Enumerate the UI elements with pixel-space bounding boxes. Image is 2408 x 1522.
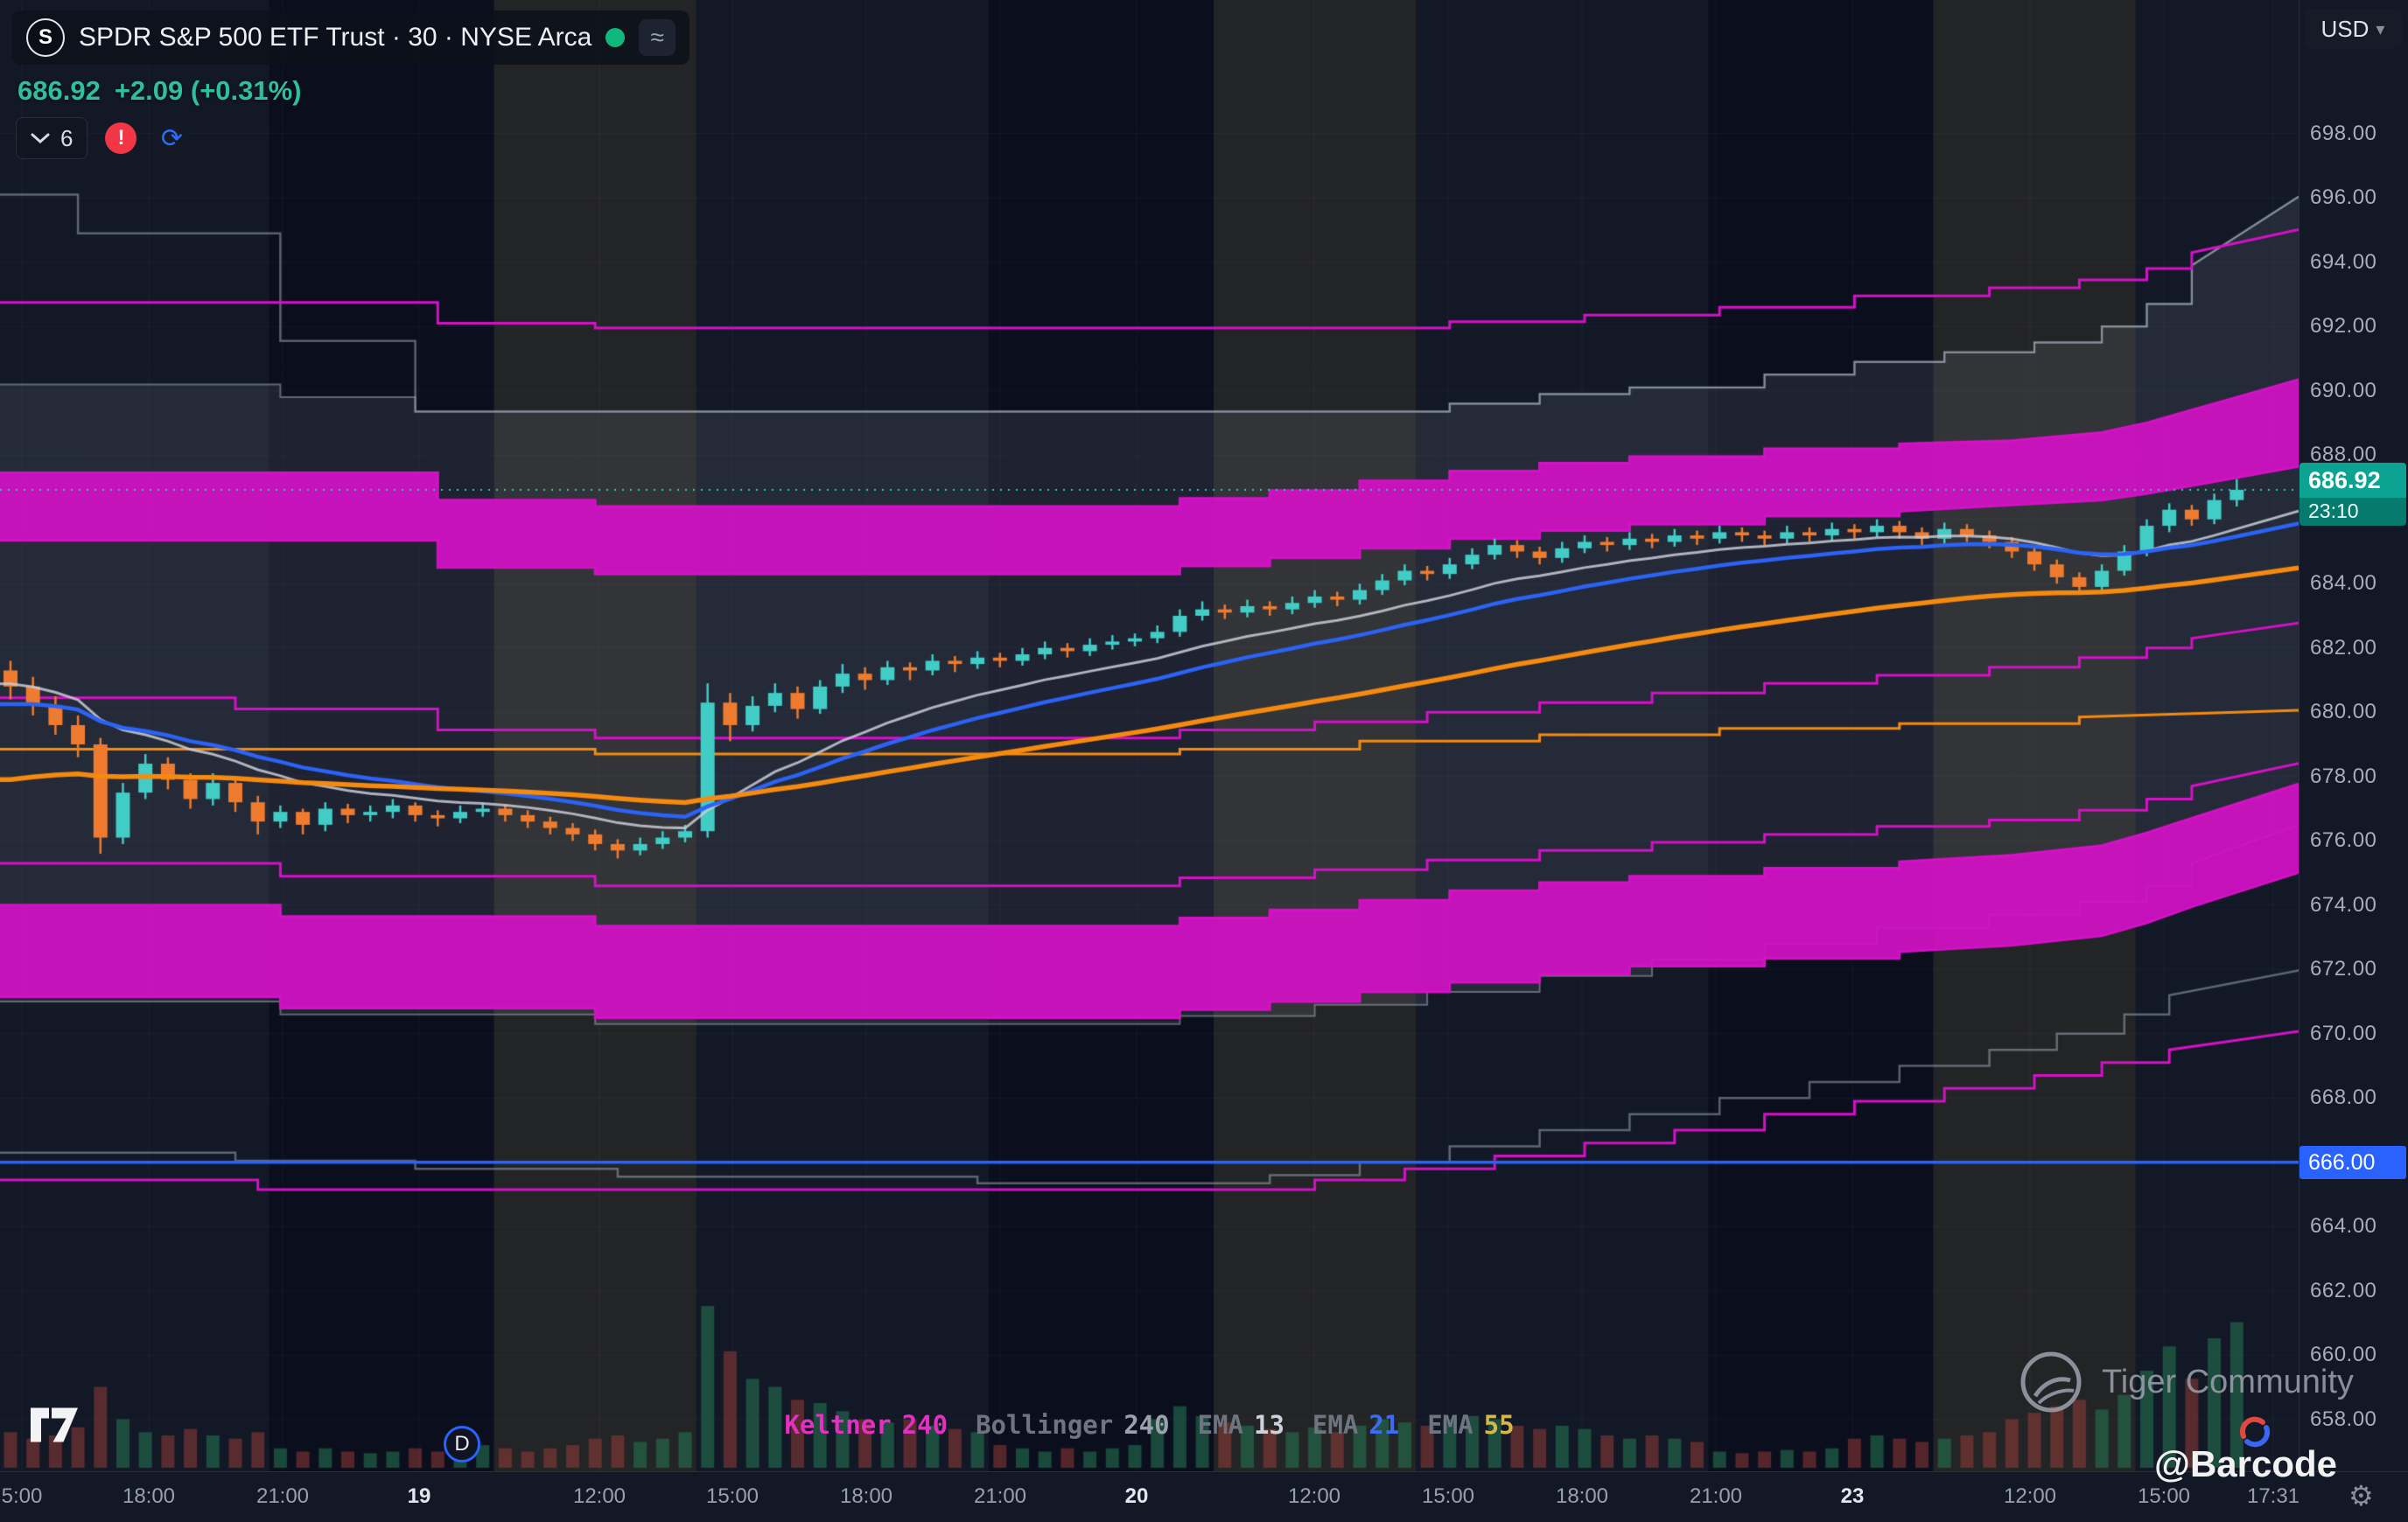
price-axis-label: 692.00 bbox=[2310, 314, 2377, 339]
time-axis-label: 12:00 bbox=[572, 1484, 626, 1508]
price-axis-label: 698.00 bbox=[2310, 121, 2377, 145]
indicator-period: 55 bbox=[1483, 1410, 1515, 1440]
indicator-legend-item[interactable]: EMA 21 bbox=[1312, 1410, 1399, 1440]
time-axis-label: 21:00 bbox=[1689, 1484, 1743, 1508]
time-axis-label: 15:00 bbox=[705, 1484, 760, 1508]
indicator-name: EMA bbox=[1312, 1410, 1359, 1440]
current-price-value: 686.92 bbox=[2300, 462, 2406, 498]
price-axis-label: 694.00 bbox=[2310, 249, 2377, 274]
price-axis-label: 674.00 bbox=[2310, 892, 2377, 917]
price-axis-label: 684.00 bbox=[2310, 571, 2377, 596]
user-watermark-text: @Barcode bbox=[2154, 1443, 2338, 1484]
indicator-period: 13 bbox=[1253, 1410, 1284, 1440]
price-axis-label: 664.00 bbox=[2310, 1214, 2377, 1239]
time-axis-label: 18:00 bbox=[839, 1484, 893, 1508]
price-row: 686.92 +2.09 (+0.31%) bbox=[12, 75, 690, 107]
time-axis-label: 15:00 bbox=[1421, 1484, 1475, 1508]
currency-label: USD bbox=[2320, 15, 2370, 42]
alert-icon[interactable]: ! bbox=[105, 122, 137, 154]
time-axis-label: 5:00 bbox=[1, 1484, 43, 1508]
barcode-user-icon bbox=[2239, 1416, 2271, 1448]
chart-header: S SPDR S&P 500 ETF Trust · 30 · NYSE Arc… bbox=[12, 10, 690, 159]
time-axis-label: 18:00 bbox=[122, 1484, 176, 1508]
refresh-icon[interactable]: ⟳ bbox=[154, 121, 190, 156]
time-axis-label: 21:00 bbox=[256, 1484, 310, 1508]
interval-d-marker[interactable]: D bbox=[444, 1426, 480, 1463]
last-price: 686.92 bbox=[18, 75, 101, 106]
indicator-legend-item[interactable]: EMA 13 bbox=[1198, 1410, 1284, 1440]
time-axis-label: 17:31 bbox=[2246, 1484, 2300, 1508]
price-axis-label: 670.00 bbox=[2310, 1021, 2377, 1045]
chevron-down-icon bbox=[31, 133, 50, 144]
indicator-legend: Keltner 240 Bollinger 240 EMA 13 EMA 21 EMA 55 bbox=[0, 1410, 2299, 1440]
market-status-dot-icon bbox=[606, 28, 626, 47]
indicator-name: EMA bbox=[1427, 1410, 1474, 1440]
time-axis-day-label: 19 bbox=[407, 1484, 431, 1508]
price-axis-label: 676.00 bbox=[2310, 828, 2377, 853]
collapse-indicators-button[interactable]: 6 bbox=[16, 117, 88, 159]
price-axis-label: 682.00 bbox=[2310, 635, 2377, 660]
header-controls: 6 ! ⟳ bbox=[12, 117, 690, 159]
data-mode-icon[interactable]: ≈ bbox=[639, 19, 676, 56]
time-axis-label: 18:00 bbox=[1555, 1484, 1609, 1508]
price-axis-label: 668.00 bbox=[2310, 1086, 2377, 1110]
current-price-label: 686.92 23:10 bbox=[2300, 462, 2406, 526]
time-axis[interactable]: ⚙ 5:00 18:00 21:00 19 12:00 15:00 18:00 21:00 20… bbox=[0, 1471, 2408, 1522]
time-axis-label: 15:00 bbox=[2137, 1484, 2191, 1508]
indicator-period: 240 bbox=[901, 1410, 948, 1440]
price-level-label: 666.00 bbox=[2300, 1145, 2406, 1179]
symbol-title: SPDR S&P 500 ETF Trust · 30 · NYSE Arca bbox=[79, 23, 592, 52]
price-axis-label: 696.00 bbox=[2310, 185, 2377, 210]
price-change: +2.09 (+0.31%) bbox=[114, 75, 302, 106]
price-axis-label: 690.00 bbox=[2310, 378, 2377, 402]
price-axis-label: 662.00 bbox=[2310, 1278, 2377, 1302]
indicator-legend-item[interactable]: Keltner 240 bbox=[784, 1410, 948, 1440]
indicator-name: Bollinger bbox=[976, 1410, 1114, 1440]
price-axis-label: 688.00 bbox=[2310, 443, 2377, 467]
symbol-logo-icon: S bbox=[26, 18, 65, 57]
indicator-legend-item[interactable]: Bollinger 240 bbox=[976, 1410, 1170, 1440]
time-axis-label: 12:00 bbox=[2003, 1484, 2057, 1508]
price-axis-label: 680.00 bbox=[2310, 700, 2377, 724]
time-axis-day-label: 23 bbox=[1840, 1484, 1865, 1508]
tradingview-logo-icon[interactable] bbox=[29, 1407, 80, 1443]
tiger-community-logo-icon bbox=[2020, 1351, 2082, 1413]
time-axis-label: 12:00 bbox=[1287, 1484, 1341, 1508]
price-axis-label: 660.00 bbox=[2310, 1343, 2377, 1367]
indicator-period: 240 bbox=[1124, 1410, 1170, 1440]
bar-countdown: 23:10 bbox=[2300, 497, 2406, 526]
currency-selector[interactable]: USD ▾ bbox=[2304, 9, 2402, 49]
price-axis[interactable]: 698.00 696.00 694.00 692.00 690.00 688.00686.… bbox=[2299, 0, 2408, 1471]
hidden-indicators-count: 6 bbox=[60, 124, 74, 151]
symbol-pill[interactable]: S SPDR S&P 500 ETF Trust · 30 · NYSE Arc… bbox=[12, 10, 690, 65]
caret-down-icon: ▾ bbox=[2376, 19, 2385, 39]
indicator-name: Keltner bbox=[784, 1410, 892, 1440]
indicator-legend-item[interactable]: EMA 55 bbox=[1427, 1410, 1514, 1440]
community-watermark: Tiger Community bbox=[2018, 1349, 2354, 1415]
indicator-name: EMA bbox=[1197, 1410, 1243, 1440]
price-axis-label: 672.00 bbox=[2310, 957, 2377, 981]
time-axis-label: 21:00 bbox=[973, 1484, 1027, 1508]
community-watermark-text: Tiger Community bbox=[2102, 1363, 2354, 1400]
gear-icon[interactable]: ⚙ bbox=[2348, 1480, 2374, 1512]
price-axis-label: 658.00 bbox=[2310, 1407, 2377, 1431]
price-axis-label: 678.00 bbox=[2310, 764, 2377, 788]
time-axis-day-label: 20 bbox=[1124, 1484, 1149, 1508]
price-chart-canvas[interactable] bbox=[0, 0, 2299, 1471]
indicator-period: 21 bbox=[1368, 1410, 1400, 1440]
